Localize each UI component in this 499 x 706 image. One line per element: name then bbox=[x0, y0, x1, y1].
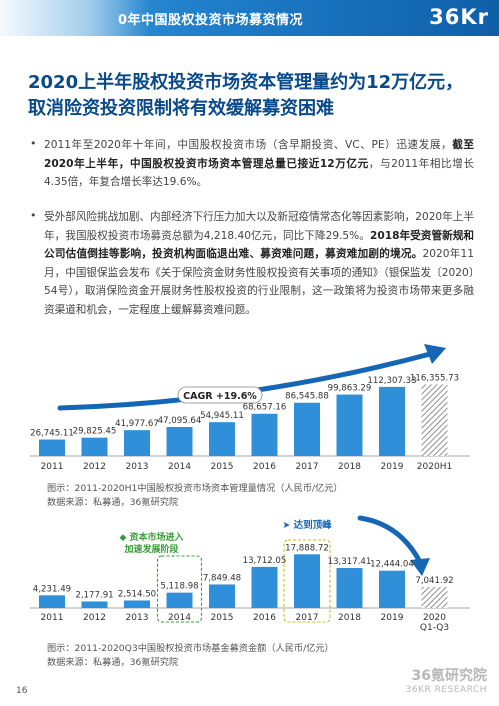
annotation-peak: ➤ 达到顶峰 bbox=[282, 519, 332, 531]
bar bbox=[251, 566, 278, 608]
bar bbox=[166, 592, 193, 608]
bar bbox=[336, 568, 363, 608]
paragraph-2: 受外部风险挑战加剧、内部经济下行压力加大以及新冠疫情常态化等因素影响，2020年… bbox=[44, 208, 474, 319]
highlight-box-2017 bbox=[283, 539, 331, 623]
data-label: 17,888.72 bbox=[285, 543, 329, 553]
bar bbox=[251, 413, 278, 456]
tick-label: 2020 bbox=[423, 613, 446, 623]
bar bbox=[39, 439, 65, 456]
highlight-box-2014 bbox=[156, 555, 203, 623]
paragraph-2-text-a: 受外部风险挑战加剧、内部经济下行压力加大以及新冠疫情常态化等因素影响，2020年… bbox=[44, 211, 474, 242]
bar bbox=[294, 554, 320, 608]
brand-logo: 36Kr bbox=[429, 5, 489, 29]
bar bbox=[209, 422, 235, 456]
cagr-badge bbox=[177, 386, 263, 404]
data-label: 2,177.91 bbox=[75, 590, 113, 600]
data-label: 5,118.98 bbox=[160, 582, 198, 592]
data-label: 4,231.49 bbox=[33, 584, 71, 594]
bar bbox=[336, 394, 363, 456]
watermark-line-2: 36KR RESEARCH bbox=[405, 685, 487, 695]
cagr-label: CAGR +19.6% bbox=[183, 391, 257, 402]
bar bbox=[39, 595, 65, 608]
tick-label: 2018 bbox=[338, 462, 361, 472]
tick-label: 2012 bbox=[83, 613, 106, 623]
paragraph-2-bold: 2018年受资管新规和公司估值倒挂等影响，投资机构面临退出难、募资难问题，募资难… bbox=[44, 229, 475, 261]
data-label: 7,849.48 bbox=[203, 573, 241, 583]
trend-arrow-head bbox=[424, 344, 446, 364]
bar bbox=[124, 600, 150, 608]
bar bbox=[379, 386, 405, 456]
chart-1-source: 数据来源：私募通，36氪研究院 bbox=[47, 497, 179, 508]
paragraph-1-bold: 截至2020年上半年，中国股权投资市场资本管理总量已接近12万亿元 bbox=[44, 139, 474, 170]
chart-2-source: 数据来源：私募通，36氪研究院 bbox=[47, 657, 179, 668]
data-label: 7,041.92 bbox=[415, 576, 453, 586]
tick-label: 2017 bbox=[296, 613, 319, 623]
tick-label: 2019 bbox=[381, 462, 404, 472]
bar bbox=[81, 437, 108, 456]
decline-arrow-head bbox=[410, 558, 430, 576]
data-label: 86,545.88 bbox=[285, 392, 329, 402]
tick-label: 2011 bbox=[41, 613, 64, 623]
bar bbox=[166, 427, 193, 456]
annotation-accelerate-line-1: ◆ 资本市场进入 bbox=[119, 531, 183, 543]
tick-label: 2012 bbox=[83, 462, 106, 472]
data-label: 54,945.11 bbox=[200, 411, 244, 421]
bar bbox=[421, 586, 448, 608]
annotation-accelerate-line-2: 加速发展阶段 bbox=[123, 543, 179, 555]
data-label: 13,712.05 bbox=[243, 556, 287, 566]
capital-management-chart: CAGR +19.6% 26,745.11 2011 29,825.45 2012 41,… bbox=[30, 344, 470, 472]
tick-label: 2014 bbox=[168, 613, 191, 623]
chart-1-caption: 图示：2011-2020H1中国股权投资市场资本管理量情况（人民币/亿元） bbox=[47, 483, 343, 494]
data-label: 13,317.41 bbox=[328, 557, 372, 567]
data-label: 116,355.73 bbox=[410, 373, 459, 383]
tick-label: Q1-Q3 bbox=[420, 623, 449, 633]
data-label: 12,444.04 bbox=[370, 560, 414, 570]
tick-label: 2013 bbox=[126, 613, 149, 623]
data-label: 26,745.11 bbox=[30, 429, 74, 439]
watermark: 36氪研究院 36KR RESEARCH bbox=[406, 665, 487, 695]
tick-label: 2013 bbox=[126, 462, 149, 472]
tick-label: 2020H1 bbox=[417, 462, 452, 472]
bar bbox=[81, 601, 108, 608]
bar bbox=[209, 584, 235, 608]
bar bbox=[379, 570, 405, 608]
data-label: 68,657.16 bbox=[243, 403, 287, 413]
tick-label: 2016 bbox=[253, 462, 276, 472]
data-label: 2,514.50 bbox=[118, 589, 156, 599]
tick-label: 2015 bbox=[211, 613, 234, 623]
bar bbox=[421, 384, 448, 456]
data-label: 99,863.29 bbox=[328, 384, 372, 394]
bar bbox=[124, 430, 150, 456]
bullet-marker: • bbox=[30, 137, 37, 150]
bar bbox=[294, 402, 320, 456]
tick-label: 2016 bbox=[253, 613, 276, 623]
header-fade bbox=[0, 0, 150, 36]
tick-label: 2011 bbox=[41, 462, 64, 472]
tick-label: 2019 bbox=[381, 613, 404, 623]
tick-label: 2017 bbox=[296, 462, 319, 472]
paragraph-1: 2011年至2020年十年间，中国股权投资市场（含早期投资、VC、PE）迅速发展… bbox=[44, 136, 474, 192]
page-title: 2020上半年股权投资市场资本管理量约为12万亿元，取消险资投资限制将有效缓解募… bbox=[28, 72, 464, 119]
header-title: 0年中国股权投资市场募资情况 bbox=[118, 13, 304, 28]
paragraph-2-text-b: 2020年11月，中国银保监会发布《关于保险资金财务性股权投资有关事项的通知》（… bbox=[44, 248, 474, 316]
chart-2-caption: 图示：2011-2020Q3中国股权投资市场基金募资金额（人民币/亿元） bbox=[47, 643, 334, 654]
page-number: 16 bbox=[16, 686, 28, 696]
tick-label: 2018 bbox=[338, 613, 361, 623]
data-label: 29,825.45 bbox=[73, 427, 117, 437]
cagr-annotation: CAGR +19.6% bbox=[177, 386, 263, 404]
data-label: 112,307.33 bbox=[367, 376, 416, 386]
tick-label: 2014 bbox=[168, 462, 191, 472]
decline-arrow-line bbox=[357, 515, 423, 565]
paragraph-1-text-b: ，与2011年相比增长4.35倍，年复合增长率达19.6%。 bbox=[44, 157, 474, 189]
data-label: 47,095.64 bbox=[158, 416, 202, 426]
tick-label: 2015 bbox=[211, 462, 234, 472]
watermark-line-1: 36氪研究院 bbox=[411, 668, 487, 684]
data-label: 41,977.67 bbox=[115, 419, 159, 429]
bullet-marker: • bbox=[30, 209, 37, 222]
paragraph-1-text-a: 2011年至2020年十年间，中国股权投资市场（含早期投资、VC、PE）迅速发展… bbox=[44, 139, 453, 151]
